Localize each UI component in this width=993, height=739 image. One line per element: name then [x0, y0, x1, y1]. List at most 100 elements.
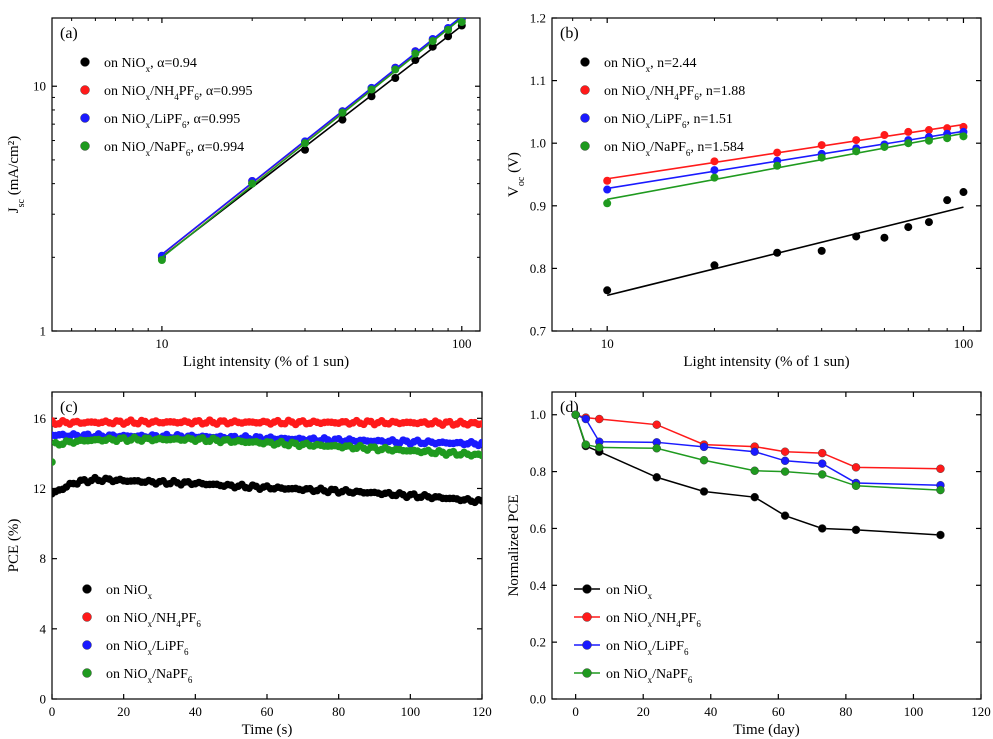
data-point — [300, 139, 309, 148]
series-1 — [52, 416, 482, 429]
legend-label: on NiOx/NaPF6 — [606, 667, 693, 685]
plot-area — [571, 410, 945, 540]
x-tick-label: 40 — [704, 704, 717, 719]
legend-item-3: on NiOx/NaPF6 — [574, 667, 693, 685]
y-tick-label: 0.2 — [530, 635, 546, 650]
y-tick-label: 16 — [33, 411, 47, 426]
legend-label: on NiOx/NH4PF6 — [106, 611, 201, 629]
x-tick-label: 120 — [472, 704, 492, 719]
legend-marker — [82, 612, 92, 622]
x-tick-label: 0 — [572, 704, 579, 719]
legend-marker — [82, 668, 92, 678]
y-tick-label: 0.8 — [530, 464, 546, 479]
legend-item-2: on NiOx/LiPF6, α=0.995 — [80, 112, 240, 130]
data-point — [581, 440, 590, 449]
legend-label: on NiOx/NH4PF6, α=0.995 — [104, 84, 253, 102]
y-axis-label: PCE (%) — [6, 519, 22, 573]
data-point — [880, 142, 889, 151]
data-point — [581, 414, 590, 424]
data-point — [851, 481, 861, 491]
panel-label: (b) — [560, 25, 579, 42]
legend-marker — [82, 640, 92, 650]
series-0 — [52, 473, 482, 507]
data-point — [818, 524, 827, 533]
data-point — [780, 467, 790, 476]
plot-frame — [551, 17, 982, 332]
legend-label: on NiOx/NH4PF6, n=1.88 — [604, 84, 745, 102]
panel-d: 0 20 40 60 80 100 120 0.0 0.2 0.4 0.6 0.8 1.0 Time (d… — [506, 391, 991, 738]
legend: on NiOx on NiOx/NH4PF6 on NiOx/LiPF6 on NiO… — [574, 583, 701, 685]
data-point — [699, 487, 709, 496]
y-tick-label: 0.0 — [530, 692, 546, 707]
legend-marker — [582, 584, 592, 594]
legend-item-0: on NiOx — [574, 583, 653, 601]
legend: on NiOx on NiOx/NH4PF6 on NiOx/LiPF6 on NiO… — [82, 583, 201, 685]
plot-frame — [51, 17, 481, 332]
legend-marker — [580, 113, 590, 123]
x-tick-label: 0 — [49, 704, 56, 719]
fit-line — [607, 130, 964, 190]
data-point — [924, 218, 933, 227]
data-point — [603, 185, 612, 194]
legend-marker — [580, 85, 590, 95]
fit-line — [607, 123, 964, 180]
series-3 — [571, 410, 945, 495]
legend-label: on NiOx — [106, 583, 153, 601]
y-tick-label: 0.9 — [530, 198, 546, 213]
x-tick-label: 60 — [261, 704, 274, 719]
legend-item-3: on NiOx/NaPF6, α=0.994 — [80, 140, 244, 158]
legend-item-1: on NiOx/NH4PF6 — [574, 611, 701, 629]
data-point — [411, 55, 420, 64]
data-point — [457, 18, 466, 26]
legend-marker — [82, 584, 92, 594]
legend-label: on NiOx, α=0.94 — [104, 56, 197, 74]
series-line — [575, 414, 941, 470]
data-point — [852, 136, 861, 145]
legend-marker — [80, 57, 90, 67]
data-point — [652, 420, 661, 429]
data-point — [367, 92, 376, 101]
y-tick-label: 12 — [33, 481, 46, 496]
data-point — [699, 442, 709, 452]
series-0 — [603, 188, 968, 297]
y-tick-label: 4 — [40, 621, 47, 636]
data-point — [52, 458, 56, 466]
x-axis-label: Time (s) — [242, 722, 293, 738]
x-tick-label: 120 — [971, 704, 991, 719]
data-point — [411, 49, 420, 58]
x-tick-label: 40 — [189, 704, 202, 719]
y-tick-label: 1.2 — [530, 11, 546, 26]
fit-line — [606, 206, 964, 297]
data-point — [817, 153, 826, 162]
panel-label: (a) — [60, 25, 78, 42]
data-point — [851, 463, 861, 472]
legend-item-2: on NiOx/LiPF6 — [574, 639, 689, 657]
fit-line — [161, 18, 463, 259]
x-tick-label: 20 — [117, 704, 130, 719]
data-point — [851, 525, 861, 535]
series-line — [575, 414, 941, 486]
y-tick-label: 1 — [40, 324, 47, 339]
data-point — [710, 166, 719, 175]
data-point — [603, 176, 612, 185]
data-point — [780, 456, 790, 465]
plot-frame — [551, 391, 982, 700]
data-point — [338, 115, 347, 124]
data-point — [428, 37, 437, 46]
data-point — [780, 511, 790, 520]
data-point — [959, 132, 968, 141]
panel-a: 10 100 1 10 Light intensity (% of 1 sun) Jsc … — [6, 17, 481, 370]
data-point — [959, 188, 968, 197]
series-3 — [603, 132, 968, 208]
legend-item-0: on NiOx, n=2.44 — [580, 56, 697, 74]
legend-marker — [582, 668, 592, 678]
plot-area — [157, 18, 466, 265]
legend-marker — [582, 612, 592, 622]
y-tick-label: 0.8 — [530, 261, 546, 276]
data-point — [478, 496, 482, 505]
data-point — [710, 157, 719, 166]
data-point — [936, 464, 945, 473]
y-tick-label: 1.0 — [530, 136, 546, 151]
data-point — [428, 42, 437, 51]
